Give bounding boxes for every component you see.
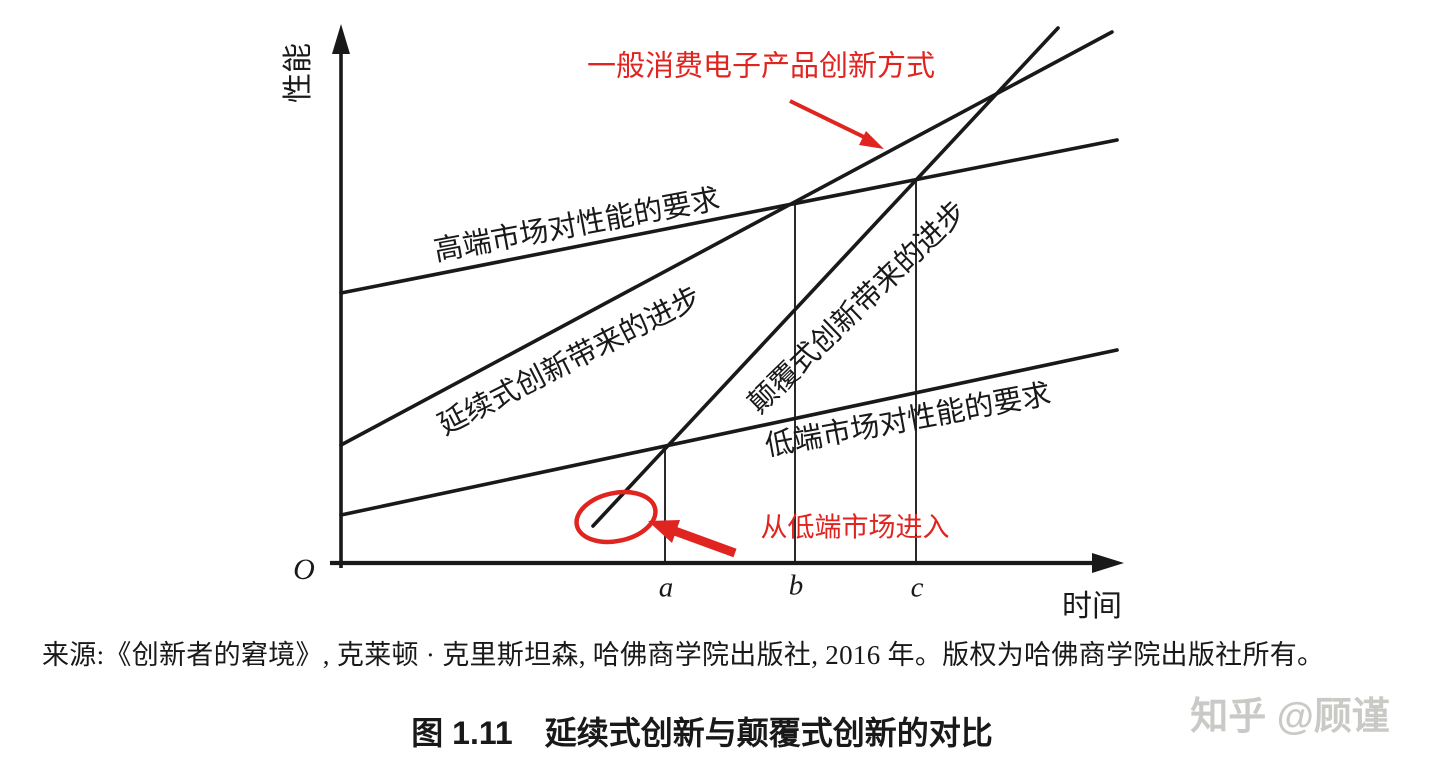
high-end-demand-line [339, 138, 1119, 295]
low-end-demand-line [339, 348, 1119, 517]
low-end-entry-arrow-icon [670, 525, 737, 558]
x-axis-label: 时间 [1062, 590, 1122, 623]
consumer-electronics-arrowhead-icon [859, 131, 884, 149]
y-axis-arrowhead-icon [332, 24, 350, 54]
consumer-electronics-arrow-icon [789, 99, 867, 140]
low-end-entry-arrowhead-icon [648, 520, 680, 543]
y-axis-label: 性能 [282, 43, 315, 103]
x-tick-c: c [910, 571, 924, 604]
low-end-entry-ellipse-icon [574, 489, 658, 545]
watermark: 知乎 @顾谨 [1190, 696, 1390, 738]
annotation-consumer-electronics: 一般消费电子产品创新方式 [586, 50, 936, 83]
annotation-low-end-entry: 从低端市场进入 [760, 512, 950, 543]
sustaining-innovation-line [339, 30, 1114, 447]
figure-caption: 图 1.11 延续式创新与颠覆式创新的对比 [411, 715, 993, 751]
source-text: 来源:《创新者的窘境》, 克莱顿 · 克里斯坦森, 哈佛商学院出版社, 2016… [42, 640, 1325, 670]
x-tick-b: b [788, 569, 804, 602]
x-axis-arrowhead-icon [1092, 553, 1124, 573]
x-tick-a: a [658, 571, 674, 604]
disruptive-innovation-line [591, 26, 1060, 528]
origin-label: O [293, 553, 315, 586]
